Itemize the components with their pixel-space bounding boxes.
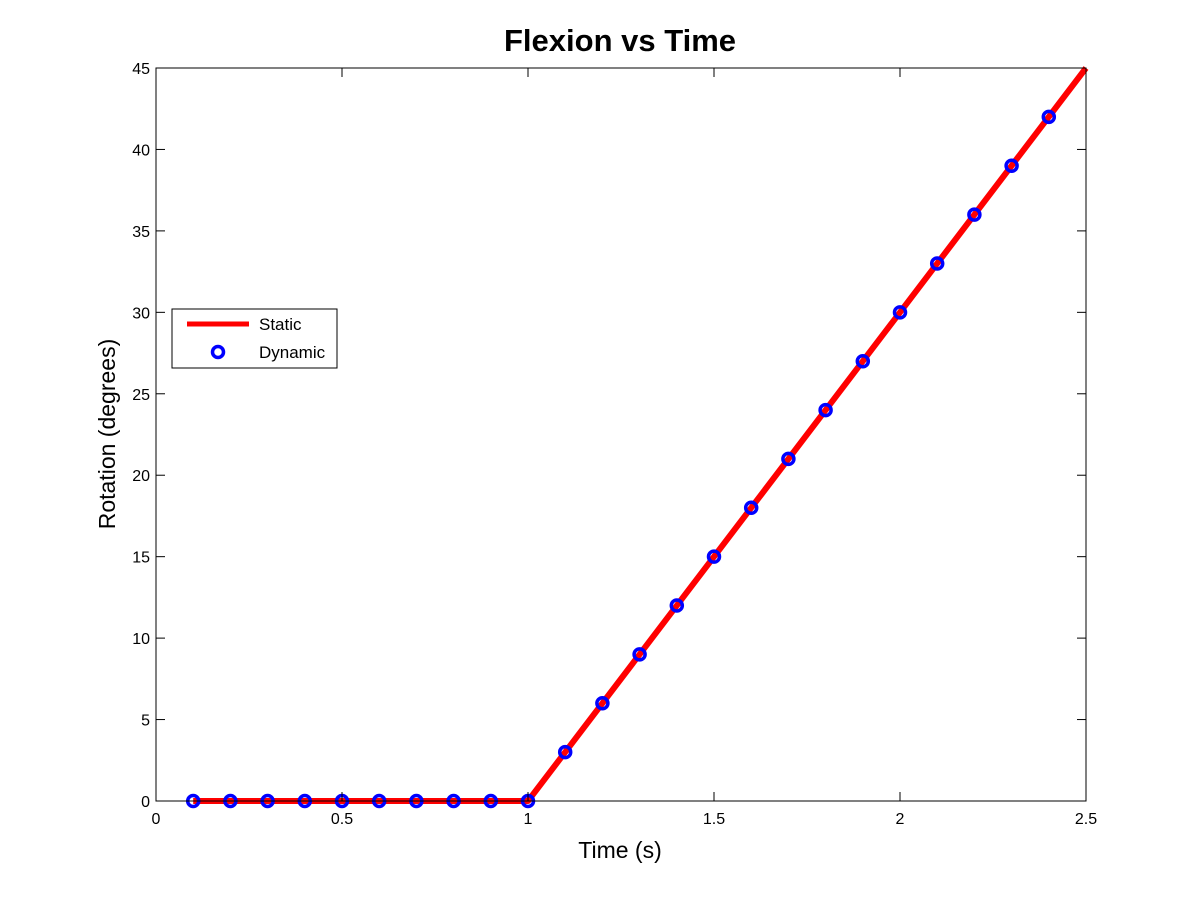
y-axis: 0 5 10 15 20 25 30 35 40 45 — [132, 61, 1086, 811]
y-tick-label: 15 — [132, 550, 150, 567]
y-tick-label: 30 — [132, 305, 150, 322]
plot-frame — [155, 67, 1087, 802]
legend-static-label: Static — [259, 315, 302, 334]
x-tick-label: 2.5 — [1075, 811, 1097, 828]
dynamic-point — [632, 647, 647, 662]
dynamic-point — [743, 500, 759, 516]
legend-dynamic-label: Dynamic — [259, 343, 326, 362]
x-tick-label: 2 — [896, 811, 905, 828]
dynamic-point — [929, 256, 945, 271]
y-tick-label: 20 — [132, 468, 150, 485]
dynamic-point — [892, 305, 908, 320]
dynamic-point — [706, 549, 722, 564]
y-tick-label: 5 — [141, 713, 150, 730]
x-tick-label: 0 — [152, 811, 161, 828]
dynamic-point — [967, 207, 982, 222]
x-tick-label: 1 — [524, 811, 533, 828]
dynamic-point — [557, 744, 573, 760]
y-axis-title: Rotation (degrees) — [94, 339, 120, 530]
dynamic-point — [1004, 158, 1019, 173]
dynamic-point — [855, 353, 871, 369]
y-tick-label: 0 — [141, 794, 150, 811]
y-tick-label: 25 — [132, 387, 150, 404]
x-tick-label: 0.5 — [331, 811, 353, 828]
y-tick-label: 40 — [132, 142, 150, 159]
chart-title: Flexion vs Time — [504, 23, 736, 58]
plot-area — [156, 68, 1086, 801]
y-tick-label: 10 — [132, 631, 150, 648]
legend-dynamic-marker — [210, 344, 226, 360]
y-tick-label: 35 — [132, 224, 150, 241]
y-tick-label: 45 — [132, 61, 150, 78]
dynamic-point — [1041, 109, 1057, 125]
x-tick-label: 1.5 — [703, 811, 725, 828]
dynamic-point — [669, 598, 685, 613]
legend: Static Dynamic — [171, 308, 338, 369]
dynamic-point — [781, 451, 796, 467]
legend-box — [171, 308, 338, 369]
dynamic-point — [595, 696, 610, 711]
x-axis-title: Time (s) — [578, 837, 661, 863]
x-axis: 0 0.5 1 1.5 2 2.5 — [152, 68, 1097, 828]
dynamic-point — [818, 402, 833, 418]
